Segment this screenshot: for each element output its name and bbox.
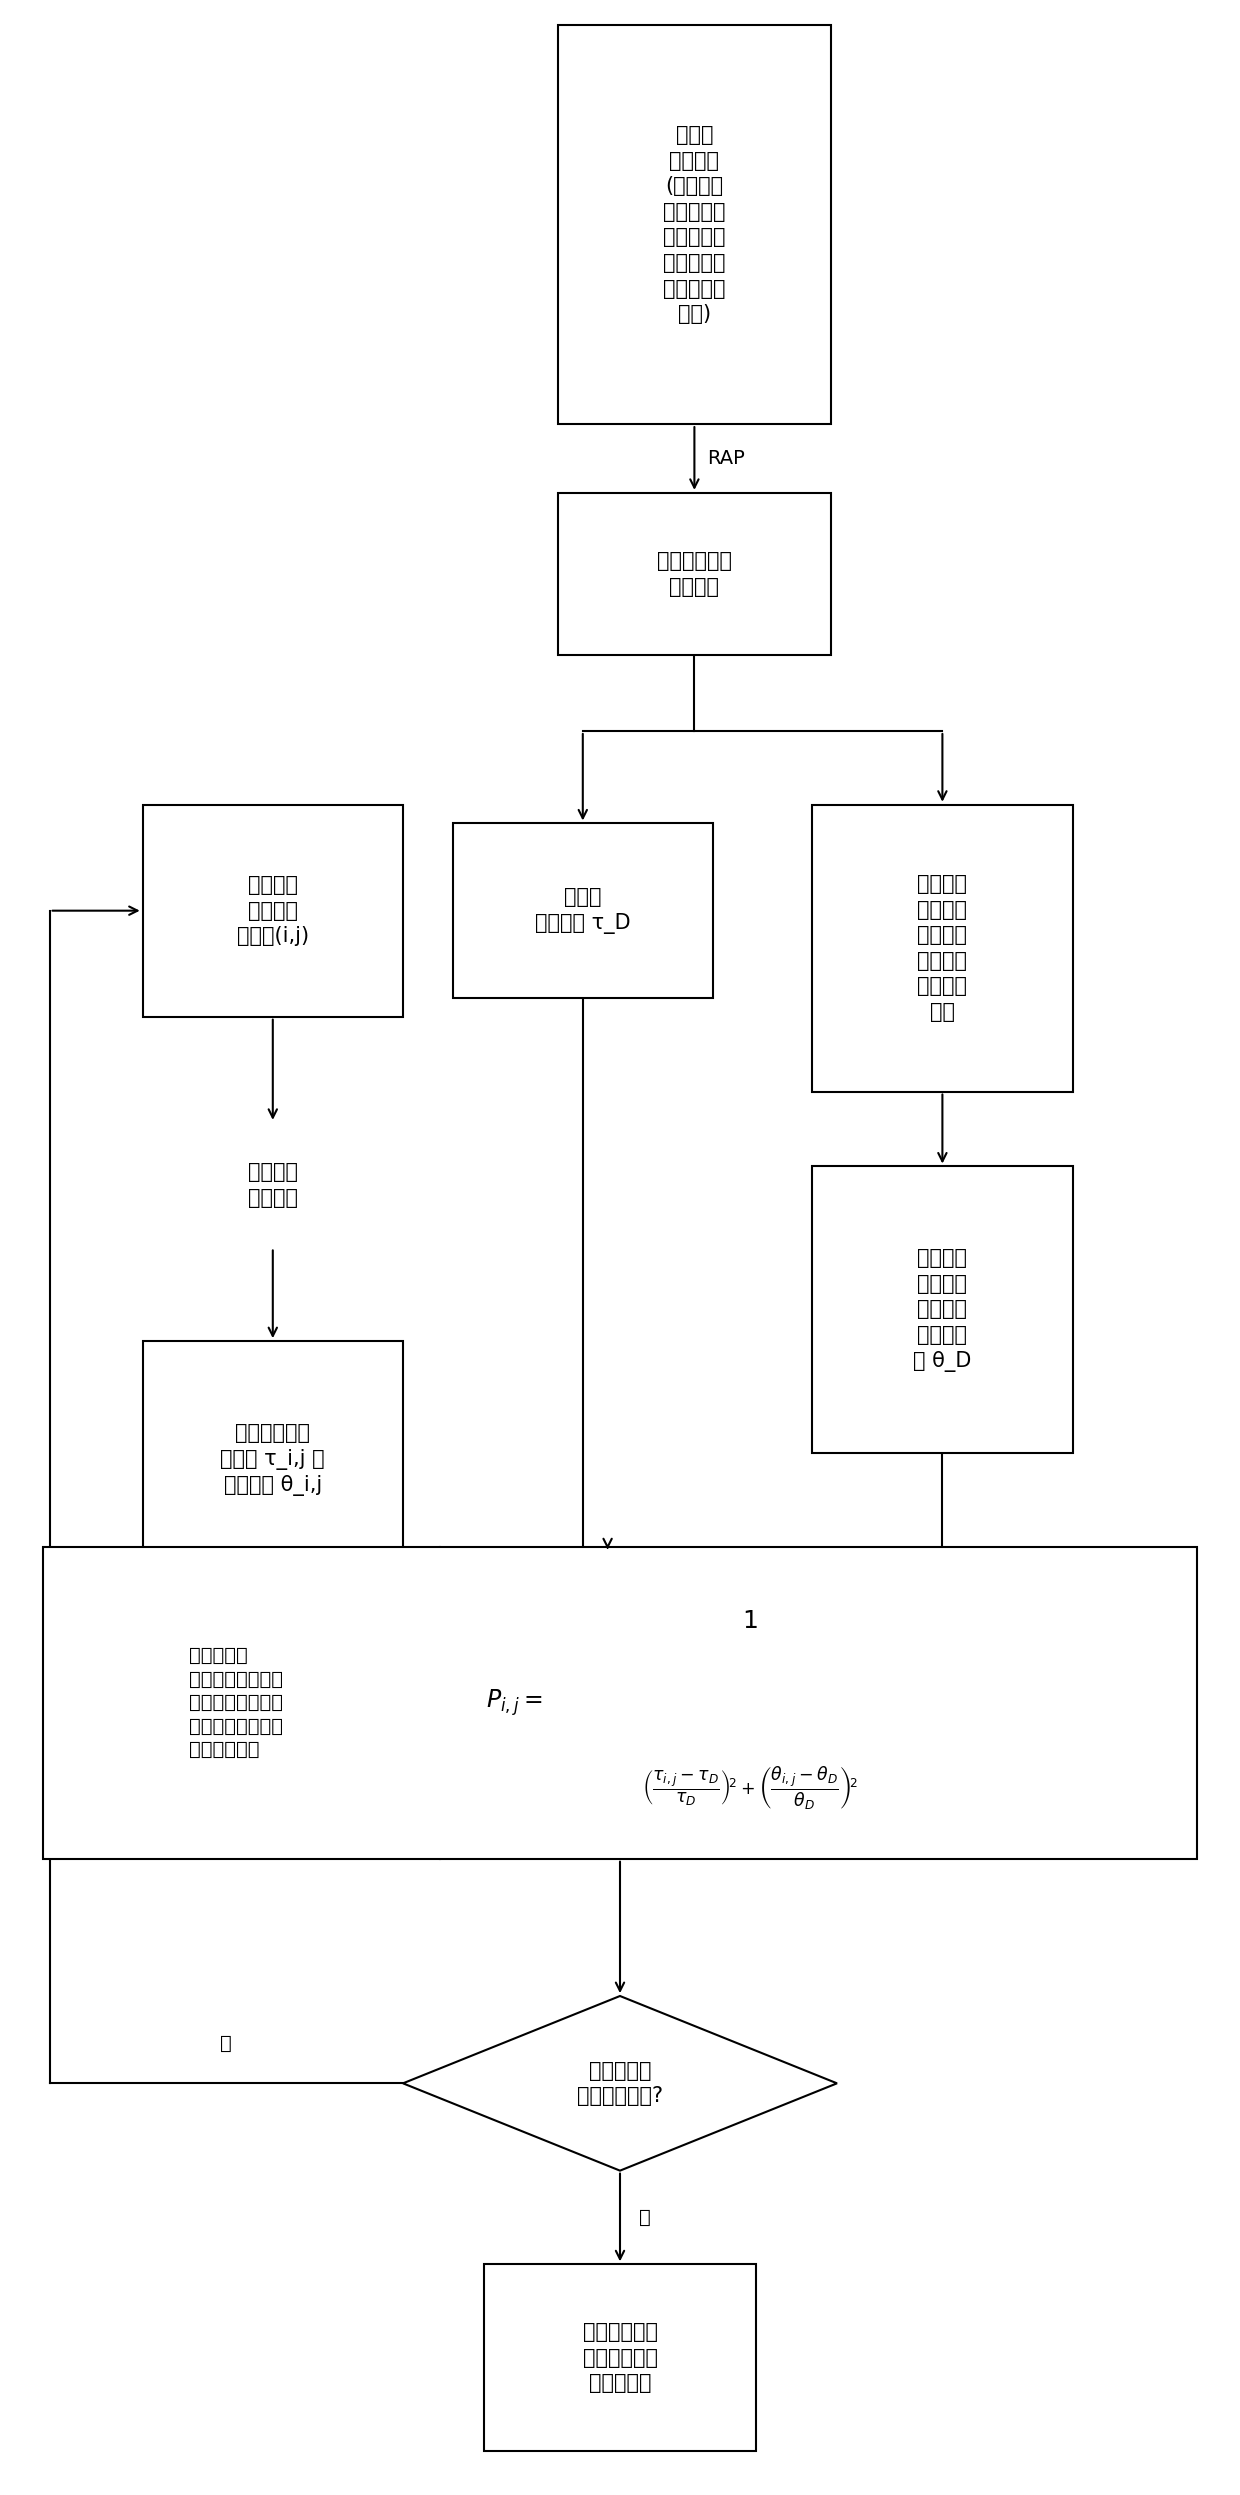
FancyBboxPatch shape [453, 823, 713, 998]
Text: RAP: RAP [707, 449, 744, 469]
Text: 否: 否 [221, 2033, 232, 2053]
Text: 是: 是 [639, 2208, 650, 2228]
FancyBboxPatch shape [558, 25, 831, 424]
Text: 假设目标
位置位于
网格点(i,j): 假设目标 位置位于 网格点(i,j) [237, 876, 309, 946]
Text: 用矩形时
间窗函数
截取匹配
滤波输出
的直达波
部分: 用矩形时 间窗函数 截取匹配 滤波输出 的直达波 部分 [918, 873, 967, 1023]
Text: $\left(\dfrac{\tau_{i,j}-\tau_{D}}{\tau_{D}}\right)^{\!2}+\left(\dfrac{\theta_{i: $\left(\dfrac{\tau_{i,j}-\tau_{D}}{\tau_… [642, 1764, 858, 1811]
Text: 直达波
到达时延 τ_D: 直达波 到达时延 τ_D [534, 888, 631, 933]
Text: $P_{i,j}=$: $P_{i,j}=$ [486, 1687, 543, 1719]
Text: 1: 1 [743, 1609, 758, 1632]
Text: 接收回波进行
匹配滤波: 接收回波进行 匹配滤波 [657, 551, 732, 596]
Text: 假设的位置
覆盖观测区域?: 假设的位置 覆盖观测区域? [577, 2061, 663, 2106]
Text: 匹配处理，
沿距离和深度对匹
配处理输出进行搜
索，在峰值处获得
目标定位结果: 匹配处理， 沿距离和深度对匹 配处理输出进行搜 索，在峰值处获得 目标定位结果 [188, 1647, 283, 1759]
Text: 匹配处理结果
最大值位置即
为目标位置: 匹配处理结果 最大值位置即 为目标位置 [583, 2323, 657, 2393]
Text: 单基地
声纳系统
(包括单个
发射换能器
和一个多元
接收阵，置
于临界深度
之下): 单基地 声纳系统 (包括单个 发射换能器 和一个多元 接收阵，置 于临界深度 之… [663, 125, 725, 324]
Text: 射线模型
仿真计算: 射线模型 仿真计算 [248, 1163, 298, 1208]
Text: 进行目标
方位估计
得到直达
波到达角
度 θ_D: 进行目标 方位估计 得到直达 波到达角 度 θ_D [913, 1248, 972, 1372]
Polygon shape [403, 1996, 837, 2171]
FancyBboxPatch shape [812, 1168, 1073, 1452]
FancyBboxPatch shape [143, 1342, 403, 1579]
FancyBboxPatch shape [143, 803, 403, 1018]
FancyBboxPatch shape [484, 2265, 756, 2450]
FancyBboxPatch shape [812, 803, 1073, 1093]
Text: 仿真直达波到
达时延 τ_i,j 和
到达角度 θ_i,j: 仿真直达波到 达时延 τ_i,j 和 到达角度 θ_i,j [221, 1422, 325, 1497]
FancyBboxPatch shape [558, 494, 831, 654]
FancyBboxPatch shape [43, 1547, 1197, 1859]
